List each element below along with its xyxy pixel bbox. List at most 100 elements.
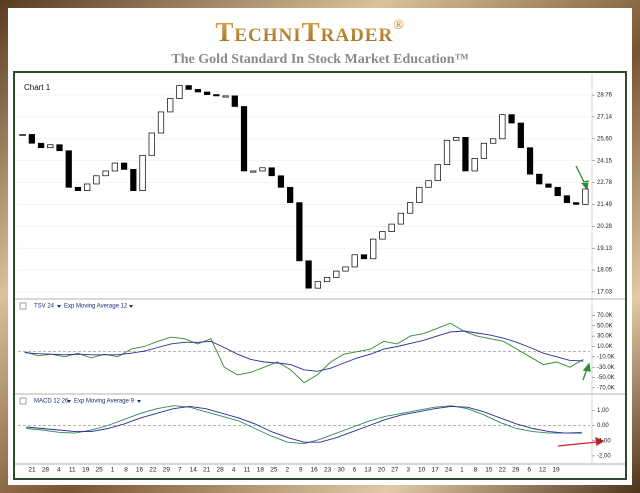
x-tick-label: 10 (418, 467, 426, 474)
x-tick-label: 4 (57, 467, 61, 474)
candle (185, 85, 192, 90)
candle (351, 254, 358, 268)
y-tick-label: 1.00 (597, 408, 609, 414)
candle (56, 144, 63, 152)
candle (545, 183, 552, 188)
x-tick-label: 19 (82, 467, 90, 474)
x-tick-label: 6 (527, 467, 531, 474)
x-tick-label: 25 (96, 467, 104, 474)
candle (102, 170, 109, 177)
candle (323, 277, 331, 283)
legend-entry: TSV 24 (34, 304, 55, 310)
candle (120, 162, 128, 170)
x-tick-label: 21 (203, 467, 211, 474)
y-tick-label: 19.13 (597, 246, 613, 252)
dropdown-arrow[interactable] (57, 305, 61, 308)
y-tick-label: 21.49 (597, 202, 613, 208)
x-tick-label: 4 (232, 467, 236, 474)
legend-entry: Exp Moving Average 9 (74, 399, 135, 405)
candle (19, 134, 26, 136)
candle (406, 202, 414, 214)
y-tick-label: 17.03 (597, 289, 613, 295)
x-tick-label: 1 (460, 467, 464, 474)
x-tick-label: 24 (445, 467, 453, 474)
candle (480, 142, 488, 159)
candle (84, 183, 91, 191)
x-tick-label: 16 (311, 467, 319, 474)
legend-entry: Exp Moving Average 12 (64, 304, 128, 310)
chart-frame (13, 71, 627, 480)
x-tick-label: 9 (299, 467, 303, 474)
candle (499, 114, 506, 140)
candle (28, 134, 35, 144)
y-tick-label: 30.0K (597, 334, 613, 340)
y-tick-label: 50.0K (597, 323, 613, 329)
candle (240, 106, 248, 172)
x-tick-label: 28 (42, 467, 50, 474)
close-box[interactable] (19, 397, 27, 405)
y-tick-label: 18.05 (597, 268, 613, 274)
x-tick-label: 27 (391, 467, 399, 474)
y-tick-label: -70.0K (597, 385, 615, 391)
series-line (26, 405, 582, 443)
candle (157, 111, 165, 134)
x-tick-label: 16 (136, 467, 144, 474)
candle (526, 147, 534, 175)
dropdown-arrow[interactable] (137, 400, 141, 403)
x-tick-label: 29 (163, 467, 171, 474)
candle (277, 175, 285, 188)
x-tick-label: 21 (28, 467, 36, 474)
candle (47, 144, 54, 149)
candle (194, 89, 202, 93)
candle (213, 94, 220, 97)
x-tick-label: 6 (353, 467, 357, 474)
candle (314, 281, 321, 289)
dropdown-arrow[interactable] (129, 305, 133, 308)
series-line (24, 330, 584, 372)
registered-mark: ® (393, 18, 404, 33)
candle (379, 231, 386, 240)
y-tick-label: 27.14 (597, 114, 613, 120)
candle (250, 170, 257, 173)
y-tick-label: 20.28 (597, 224, 613, 230)
candle (517, 122, 524, 149)
x-tick-label: 25 (270, 467, 278, 474)
x-tick-label: 11 (69, 467, 76, 474)
candle (425, 180, 432, 188)
y-tick-label: -50.0K (597, 375, 615, 381)
y-tick-label: 24.15 (597, 158, 613, 164)
candle (139, 154, 146, 191)
y-tick-label: -2.00 (597, 453, 611, 459)
y-tick-label: 28.76 (597, 93, 613, 99)
brand-name: TechniTrader (215, 17, 393, 47)
x-tick-label: 30 (337, 467, 345, 474)
candle (37, 142, 45, 149)
candle (443, 139, 451, 165)
candle (508, 114, 515, 124)
x-tick-label: 18 (257, 467, 265, 474)
candle (231, 95, 238, 107)
panel-title: Chart 1 (24, 83, 51, 92)
y-tick-label: 25.60 (597, 136, 613, 142)
candle (305, 260, 312, 289)
x-tick-label: 14 (190, 467, 198, 474)
candle (65, 150, 72, 188)
tagline: The Gold Standard In Stock Market Educat… (171, 52, 468, 67)
candle (453, 136, 460, 141)
candle (176, 85, 183, 99)
candle (296, 202, 303, 262)
candle (93, 175, 100, 185)
candle (471, 158, 478, 172)
x-tick-label: 28 (216, 467, 224, 474)
x-tick-label: 12 (539, 467, 547, 474)
candle (204, 91, 211, 95)
x-tick-label: 8 (124, 467, 128, 474)
dropdown-arrow[interactable] (67, 400, 71, 403)
candle (333, 270, 340, 278)
y-tick-label: 10.0K (597, 344, 613, 350)
close-box[interactable] (19, 302, 27, 310)
x-tick-label: 8 (474, 467, 478, 474)
x-tick-label: 19 (552, 467, 560, 474)
candle (462, 136, 469, 172)
